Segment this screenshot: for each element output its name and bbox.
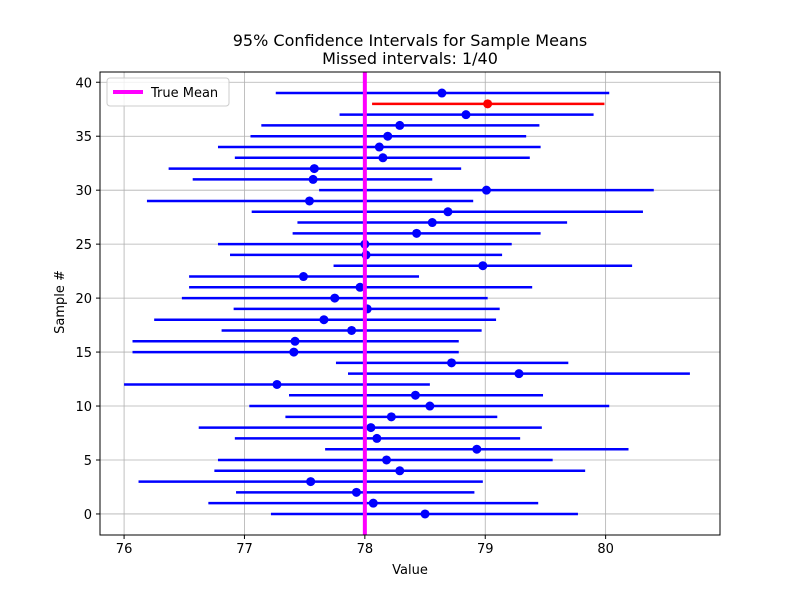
y-tick-label-30: 30	[75, 184, 92, 199]
mean-point-32	[309, 164, 319, 174]
mean-point-26	[412, 228, 422, 238]
plot-axes	[99, 71, 721, 536]
mean-point-3	[306, 477, 316, 487]
x-tick-label-79: 79	[477, 542, 494, 557]
y-tick-label-25: 25	[75, 238, 92, 253]
x-tick-label-80: 80	[597, 542, 614, 557]
legend-box	[106, 77, 230, 107]
mean-point-6	[472, 444, 482, 454]
mean-point-33	[378, 153, 388, 163]
plot-frame	[99, 71, 721, 536]
mean-point-9	[386, 412, 396, 422]
y-axis-label: Sample #	[53, 270, 68, 334]
mean-point-11	[410, 390, 420, 400]
mean-point-22	[298, 272, 308, 282]
mean-point-4	[395, 466, 405, 476]
mean-point-30	[481, 185, 491, 195]
x-tick-label-77: 77	[236, 542, 253, 557]
y-tick-label-10: 10	[75, 400, 92, 415]
mean-point-17	[347, 325, 357, 335]
chart-title: 95% Confidence Intervals for Sample Mean…	[233, 31, 587, 50]
mean-point-23	[478, 261, 488, 271]
y-tick-label-5: 5	[84, 454, 92, 469]
y-tick-label-20: 20	[75, 292, 92, 307]
mean-point-38	[483, 99, 493, 109]
mean-point-18	[319, 315, 329, 325]
mean-point-34	[374, 142, 384, 152]
mean-point-8	[366, 423, 376, 433]
y-axis-ticks: 0 5 10 15 20 25 30 35 40	[75, 76, 100, 523]
mean-point-36	[395, 120, 405, 130]
mean-point-7	[372, 433, 382, 443]
mean-point-28	[443, 207, 453, 217]
mean-point-29	[304, 196, 314, 206]
mean-point-14	[447, 358, 457, 368]
mean-point-1	[368, 498, 378, 508]
mean-point-21	[355, 282, 365, 292]
mean-point-27	[427, 218, 437, 228]
y-tick-label-0: 0	[84, 508, 92, 523]
mean-point-31	[308, 174, 318, 184]
mean-point-35	[383, 131, 393, 141]
chart-subtitle: Missed intervals: 1/40	[322, 49, 498, 68]
y-tick-label-15: 15	[75, 346, 92, 361]
mean-point-39	[437, 88, 447, 98]
x-tick-label-78: 78	[357, 542, 374, 557]
mean-point-12	[272, 379, 282, 389]
interval-series	[124, 88, 690, 519]
x-tick-label-76: 76	[116, 542, 133, 557]
mean-point-2	[351, 487, 361, 497]
mean-point-5	[382, 455, 392, 465]
y-tick-label-40: 40	[75, 76, 92, 91]
x-axis-label: Value	[392, 563, 428, 578]
mean-point-15	[289, 347, 299, 357]
mean-point-16	[290, 336, 300, 346]
y-tick-label-35: 35	[75, 130, 92, 145]
mean-point-0	[420, 509, 430, 519]
x-axis-ticks: 76 77 78 79 80	[116, 535, 614, 557]
mean-point-20	[330, 293, 340, 303]
mean-point-10	[425, 401, 435, 411]
legend: True Mean	[106, 77, 230, 107]
mean-point-37	[461, 110, 471, 120]
mean-point-13	[514, 369, 524, 379]
legend-label-true-mean: True Mean	[150, 86, 218, 101]
